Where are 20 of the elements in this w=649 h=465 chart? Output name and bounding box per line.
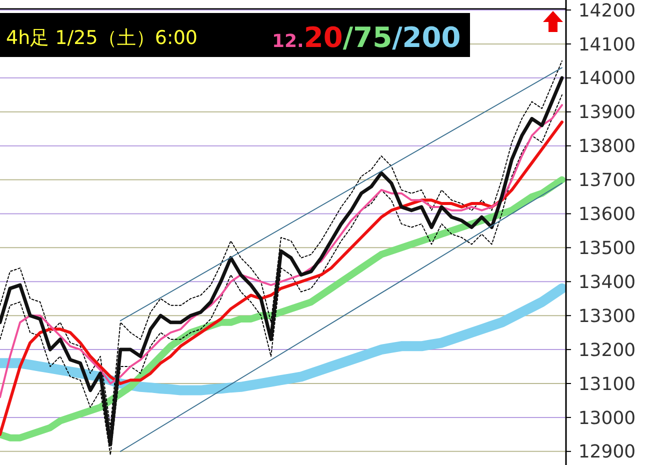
line-series: [0, 104, 563, 398]
y-tick-label: 13100: [578, 374, 636, 395]
text: /75: [342, 21, 392, 54]
y-tick-label: 12900: [578, 442, 636, 463]
y-tick-label: 13400: [578, 272, 636, 293]
y-tick-label: 13500: [578, 238, 636, 259]
text: /200: [392, 21, 461, 54]
y-tick-label: 13300: [578, 306, 636, 327]
y-tick-label: 13900: [578, 102, 636, 124]
text: 4h足 1/25（土）6:00: [6, 27, 198, 49]
y-tick-label: 13700: [578, 170, 636, 192]
text: 20: [304, 21, 343, 54]
y-tick-label: 13800: [578, 136, 636, 158]
y-tick-label: 14000: [578, 68, 636, 90]
y-tick-label: 14100: [578, 34, 636, 56]
y-tick-label: 13200: [578, 340, 636, 361]
y-tick-label: 14200: [578, 0, 636, 22]
y-tick-label: 13000: [578, 408, 636, 429]
y-tick-label: 13600: [578, 204, 636, 226]
text: 12.: [272, 31, 304, 52]
